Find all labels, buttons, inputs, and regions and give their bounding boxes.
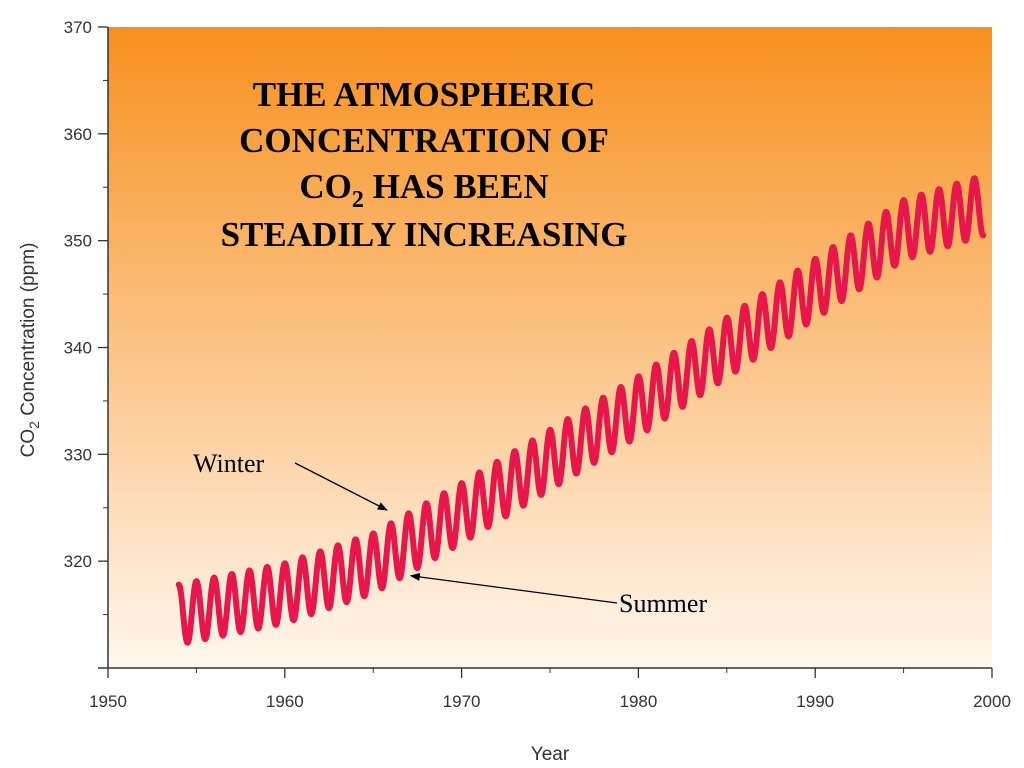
y-axis-title: CO2 Concentration (ppm) <box>18 243 42 458</box>
title-line-2: CONCENTRATION OF <box>239 121 609 160</box>
svg-text:THE ATMOSPHERIC: THE ATMOSPHERIC <box>253 75 596 114</box>
summer-arrow <box>409 572 618 604</box>
title-line-3-co: CO <box>299 167 352 206</box>
title-line-4: STEADILY INCREASING <box>221 215 628 254</box>
title-line-1: THE ATMOSPHERIC <box>253 75 596 114</box>
summer-label: Summer <box>619 589 707 618</box>
chart-title: THE ATMOSPHERIC CONCENTRATION OF CO2 HAS… <box>221 75 628 254</box>
x-tick-label: 1950 <box>89 692 127 711</box>
winter-label: Winter <box>193 449 264 478</box>
x-tick-label: 1990 <box>796 692 834 711</box>
winter-arrow <box>294 462 388 511</box>
y-axis-title-subscript: 2 <box>26 421 42 429</box>
y-axis-title-rest: Concentration (ppm) <box>18 243 39 421</box>
y-tick-label: 360 <box>64 125 92 144</box>
y-tick-label: 340 <box>64 339 92 358</box>
plot-background <box>108 27 992 668</box>
svg-text:CONCENTRATION OF: CONCENTRATION OF <box>239 121 609 160</box>
y-axis: 320 330 340 350 360 370 <box>64 18 109 669</box>
y-tick-label: 330 <box>64 445 92 464</box>
y-tick-label: 370 <box>64 18 92 37</box>
x-axis: 1950 1960 1970 1980 1990 2000 <box>89 667 1011 711</box>
svg-text:CO2 HAS BEEN: CO2 HAS BEEN <box>299 167 548 213</box>
y-tick-label: 350 <box>64 232 92 251</box>
x-tick-label: 1960 <box>266 692 304 711</box>
title-line-3-rest: HAS BEEN <box>364 167 549 206</box>
x-tick-label: 1970 <box>443 692 481 711</box>
x-tick-label: 2000 <box>973 692 1011 711</box>
y-tick-label: 320 <box>64 552 92 571</box>
x-tick-label: 1980 <box>619 692 657 711</box>
title-line-3-subscript: 2 <box>352 187 364 213</box>
x-axis-title: Year <box>531 744 570 765</box>
co2-series-line <box>175 175 987 646</box>
y-axis-title-co: CO <box>18 429 39 458</box>
svg-text:STEADILY INCREASING: STEADILY INCREASING <box>221 215 628 254</box>
